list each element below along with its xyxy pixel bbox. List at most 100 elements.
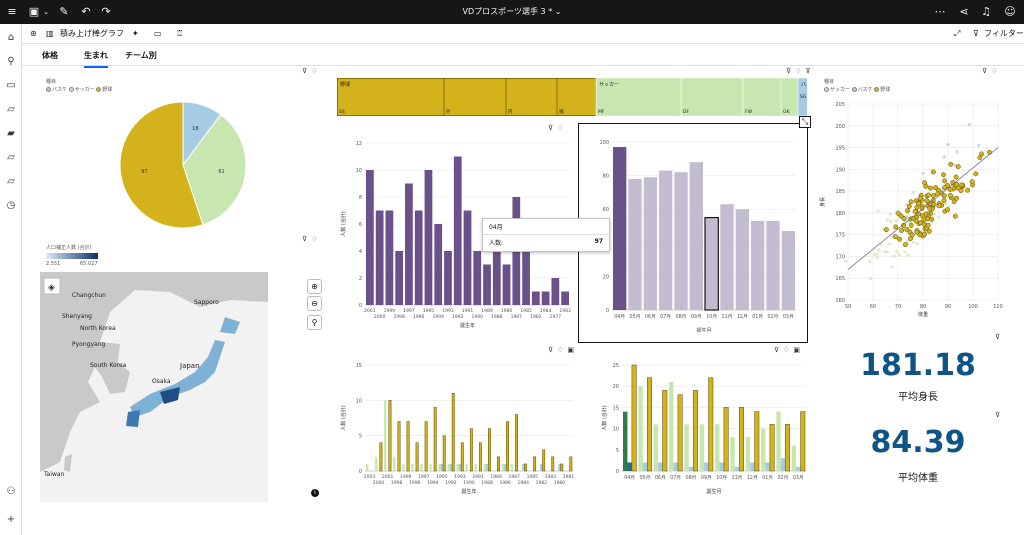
undo-icon[interactable]: ↶	[81, 5, 91, 18]
pie-chart[interactable]: 18 61 97	[110, 92, 256, 238]
bar[interactable]	[522, 463, 525, 471]
scatter-point[interactable]	[945, 207, 950, 213]
admin-icon[interactable]: ⚇	[6, 486, 16, 497]
bar[interactable]	[766, 220, 780, 310]
bar[interactable]	[388, 400, 392, 472]
scatter-point[interactable]	[927, 205, 933, 211]
scatter-point[interactable]	[948, 161, 954, 167]
bar[interactable]	[623, 411, 628, 471]
scatter-point[interactable]	[954, 181, 960, 187]
scatter-point[interactable]	[844, 259, 848, 263]
chat-icon[interactable]: ▭	[6, 80, 16, 91]
map-widget-icons[interactable]: ⊽♢	[302, 235, 322, 243]
legend-item[interactable]: サッカー	[68, 87, 95, 93]
scatter-point[interactable]	[955, 164, 961, 170]
home-icon[interactable]: ⌂	[7, 32, 15, 43]
scatter-point[interactable]	[905, 208, 910, 214]
bar[interactable]	[447, 463, 450, 471]
bar[interactable]	[796, 466, 801, 471]
bar[interactable]	[720, 204, 734, 310]
bar[interactable]	[751, 220, 765, 310]
app-title[interactable]: VDプロスポーツ選手 3 * ⌄	[462, 7, 562, 16]
scatter-point[interactable]	[936, 203, 942, 209]
bar[interactable]	[704, 462, 709, 471]
pin-icon[interactable]: ✦	[132, 29, 139, 38]
bar[interactable]	[504, 463, 507, 471]
scatter-point[interactable]	[903, 242, 908, 248]
scatter-chart[interactable]: 160 165 170 175 180 185 190 195 200 205 50 60 70 80 90…	[818, 96, 1004, 324]
scatter-point[interactable]	[877, 248, 881, 252]
scatter-point[interactable]	[888, 212, 892, 216]
scatter-point[interactable]	[935, 191, 941, 197]
bar[interactable]	[506, 421, 509, 472]
scatter-point[interactable]	[915, 241, 919, 246]
bar[interactable]	[692, 390, 698, 472]
bar[interactable]	[730, 437, 735, 471]
map-layers-button[interactable]	[43, 277, 61, 295]
scatter-point[interactable]	[933, 185, 938, 191]
pie-slice[interactable]	[182, 113, 247, 226]
bar[interactable]	[411, 463, 414, 471]
bar[interactable]	[704, 216, 719, 311]
bar[interactable]	[456, 463, 459, 471]
tab-team[interactable]: チーム別	[125, 51, 157, 60]
map-chart[interactable]: Changchun Shenyang North Korea Pyongyang…	[40, 272, 268, 502]
folder-icon[interactable]: ▱	[7, 104, 15, 115]
scatter-point[interactable]	[886, 218, 890, 222]
scatter-point[interactable]	[920, 213, 926, 219]
scatter-point[interactable]	[911, 240, 915, 244]
scatter-point[interactable]	[904, 226, 910, 232]
bar3-widget-icons[interactable]: ⊽♢▣	[548, 346, 579, 354]
add-icon[interactable]: +	[6, 514, 16, 525]
treemap-widget-icons[interactable]: ⊽♢⊽	[786, 67, 815, 75]
scatter-point[interactable]	[875, 256, 879, 260]
scatter-point[interactable]	[897, 236, 903, 242]
search-icon[interactable]: ⚲	[7, 56, 15, 67]
bar[interactable]	[738, 407, 744, 472]
scatter-point[interactable]	[916, 201, 922, 206]
legend-item[interactable]: 野球	[96, 87, 112, 93]
bar[interactable]	[540, 463, 543, 471]
bar[interactable]	[395, 251, 404, 305]
legend-item[interactable]: バスケ	[851, 87, 873, 93]
scatter-point[interactable]	[936, 215, 941, 219]
scatter-point[interactable]	[892, 234, 898, 240]
scatter-point[interactable]	[911, 190, 915, 195]
scatter-widget-icons[interactable]: ⊽♢	[982, 67, 1002, 75]
bar[interactable]	[800, 411, 806, 472]
scatter-point[interactable]	[924, 198, 930, 204]
bar[interactable]	[769, 424, 775, 472]
pie-slice[interactable]	[119, 101, 204, 229]
scatter-point[interactable]	[894, 219, 898, 223]
scatter-point[interactable]	[969, 179, 975, 185]
bar[interactable]	[674, 172, 688, 310]
more-icon[interactable]: ⋯	[934, 5, 946, 18]
collapse-icon[interactable]: ⤡	[799, 116, 811, 128]
bar[interactable]	[397, 421, 401, 472]
bar[interactable]	[754, 411, 760, 472]
paint-icon[interactable]: ♖	[176, 29, 184, 38]
bar[interactable]	[424, 421, 428, 472]
scatter-point[interactable]	[926, 192, 931, 198]
bar[interactable]	[485, 463, 489, 471]
legend-item[interactable]: サッカー	[824, 87, 850, 93]
share-icon[interactable]: ⋖	[959, 5, 969, 18]
bar[interactable]	[478, 442, 482, 472]
scatter-point[interactable]	[942, 185, 948, 191]
scatter-point[interactable]	[986, 149, 992, 155]
bar[interactable]	[784, 424, 790, 472]
bar[interactable]	[524, 463, 528, 472]
tab-physique[interactable]: 体格	[42, 51, 58, 60]
bar[interactable]	[781, 231, 795, 310]
scatter-point[interactable]	[932, 212, 937, 216]
bar[interactable]	[497, 456, 500, 472]
bar[interactable]	[460, 442, 464, 472]
scatter-point[interactable]	[908, 199, 914, 205]
bar[interactable]	[734, 466, 740, 471]
bar[interactable]	[750, 462, 755, 471]
zoom-out-button[interactable]: ⊖	[307, 296, 322, 311]
bar[interactable]	[385, 210, 394, 306]
scatter-point[interactable]	[906, 253, 910, 257]
bar[interactable]	[677, 394, 683, 472]
bar[interactable]	[689, 162, 703, 310]
